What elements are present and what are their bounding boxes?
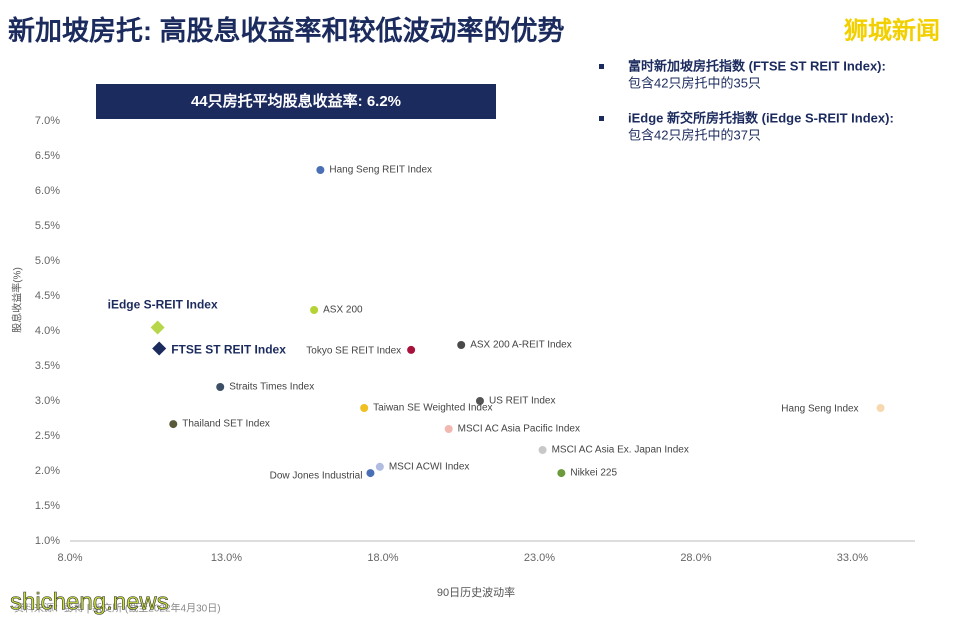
- point-label: MSCI AC Asia Ex. Japan Index: [552, 445, 689, 456]
- point-label: Tokyo SE REIT Index: [306, 346, 401, 357]
- bullet: [599, 116, 604, 121]
- watermark: 狮城新闻: [844, 16, 940, 44]
- note-text: 包含42只房托中的35只: [628, 75, 761, 90]
- banner: 44只房托平均股息收益率: 6.2%: [191, 92, 401, 110]
- point: [407, 345, 416, 354]
- note-text: 包含42只房托中的37只: [628, 127, 761, 142]
- x-tick-label: 28.0%: [680, 552, 711, 564]
- y-tick-label: 4.5%: [35, 290, 60, 302]
- y-tick-label: 7.0%: [35, 115, 60, 127]
- source: 资料来源：彭博 | 新交所 (截至2022年4月30日): [14, 602, 221, 615]
- watermark: shicheng.news: [10, 588, 169, 615]
- point: [876, 404, 885, 412]
- point-label: US REIT Index: [489, 396, 556, 407]
- point-label: Thailand SET Index: [182, 419, 270, 430]
- y-tick-label: 6.5%: [35, 150, 60, 162]
- bullet: [599, 64, 604, 69]
- point: [557, 469, 566, 478]
- point-label: Hang Seng REIT Index: [329, 165, 432, 176]
- point-label: Hang Seng Index: [781, 404, 858, 415]
- point: [310, 306, 319, 314]
- point: [150, 320, 165, 335]
- point: [316, 166, 325, 174]
- y-tick-label: 3.5%: [35, 360, 60, 372]
- x-tick-label: 33.0%: [837, 552, 868, 564]
- banner-box: [96, 84, 496, 119]
- y-tick-label: 6.0%: [35, 185, 60, 197]
- note-title: iEdge 新交所房托指数 (iEdge S-REIT Index):: [628, 110, 894, 125]
- point-label: Nikkei 225: [570, 468, 617, 479]
- note-title: 富时新加坡房托指数 (FTSE ST REIT Index):: [628, 58, 886, 73]
- point-label: ASX 200: [323, 305, 363, 316]
- point-label: Taiwan SE Weighted Index: [373, 403, 492, 414]
- point: [216, 383, 225, 391]
- point-label: iEdge S-REIT Index: [108, 298, 218, 312]
- y-tick-label: 5.0%: [35, 255, 60, 267]
- x-tick-label: 13.0%: [211, 552, 242, 564]
- x-tick-label: 8.0%: [57, 552, 82, 564]
- point: [366, 469, 375, 478]
- y-tick-label: 3.0%: [35, 395, 60, 407]
- point-label: FTSE ST REIT Index: [171, 343, 286, 357]
- point: [457, 341, 466, 349]
- point: [444, 425, 453, 433]
- chart-title: 新加坡房托: 高股息收益率和较低波动率的优势: [8, 15, 565, 46]
- point-label: MSCI ACWI Index: [389, 461, 470, 472]
- y-tick-label: 2.5%: [35, 430, 60, 442]
- point: [360, 404, 369, 412]
- y-tick-label: 2.0%: [35, 465, 60, 477]
- y-tick-label: 1.5%: [35, 500, 60, 512]
- y-tick-label: 1.0%: [35, 535, 60, 547]
- x-axis-title: 90日历史波动率: [437, 585, 515, 599]
- point-label: Dow Jones Industrial: [270, 471, 363, 482]
- point: [169, 420, 178, 429]
- y-tick-label: 4.0%: [35, 325, 60, 337]
- point-label: MSCI AC Asia Pacific Index: [458, 424, 580, 435]
- point: [152, 341, 167, 356]
- y-axis-title: 股息收益率(%): [11, 267, 24, 333]
- point: [538, 446, 547, 454]
- point-label: Straits Times Index: [229, 382, 314, 393]
- point: [475, 397, 484, 405]
- point: [375, 462, 384, 471]
- point-label: ASX 200 A-REIT Index: [470, 340, 572, 351]
- x-tick-label: 18.0%: [367, 552, 398, 564]
- y-tick-label: 5.5%: [35, 220, 60, 232]
- x-tick-label: 23.0%: [524, 552, 555, 564]
